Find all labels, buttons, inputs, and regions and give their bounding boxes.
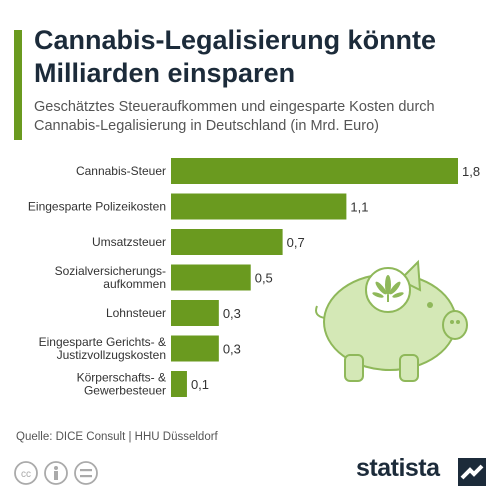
- bar: [171, 229, 283, 255]
- bar: [171, 193, 347, 220]
- value-label: 0,3: [223, 342, 241, 357]
- category-label: Eingesparte Gerichts- & Justizvollzugskos…: [39, 335, 166, 362]
- svg-text:cc: cc: [21, 469, 31, 480]
- equals-icon: [74, 461, 98, 485]
- value-label: 1,1: [350, 200, 368, 215]
- bar: [171, 264, 251, 291]
- statista-logo-text[interactable]: statista: [356, 454, 440, 482]
- category-label: Lohnsteuer: [106, 306, 166, 320]
- value-label: 1,8: [462, 164, 480, 179]
- bar: [171, 158, 458, 184]
- coin-icon: [365, 267, 411, 313]
- category-label: Umsatzsteuer: [92, 235, 166, 249]
- value-label: 0,1: [191, 377, 209, 392]
- category-label: Cannabis-Steuer: [76, 164, 166, 178]
- page-title: Cannabis-Legalisierung könnte Milliarden…: [34, 25, 437, 88]
- value-label: 0,5: [255, 271, 273, 286]
- source-note: Quelle: DICE Consult | HHU Düsseldorf: [16, 431, 218, 443]
- category-label: Sozialversicherungs-aufkommen: [55, 264, 166, 291]
- piggy-bank-icon: [315, 259, 468, 382]
- person-icon: [44, 461, 68, 485]
- page-subtitle: Geschätztes Steueraufkommen und eingespa…: [34, 99, 435, 134]
- category-label: Eingesparte Polizeikosten: [28, 200, 166, 214]
- cc-icon: cc: [14, 461, 38, 485]
- cannabis-leaf-icon: [372, 275, 404, 302]
- license-icons: cc: [14, 461, 98, 485]
- value-label: 0,3: [223, 306, 241, 321]
- bar: [171, 300, 219, 326]
- title-accent-bar: [14, 30, 22, 140]
- statista-logo-icon: [458, 458, 486, 486]
- bar-chart: 1,8 Cannabis-Steuer 1,1 Eingesparte Polizei…: [28, 158, 480, 398]
- value-label: 0,7: [287, 235, 305, 250]
- bar: [171, 335, 219, 362]
- category-label: Körperschafts- & Gewerbesteuer: [77, 371, 166, 398]
- bar: [171, 371, 187, 397]
